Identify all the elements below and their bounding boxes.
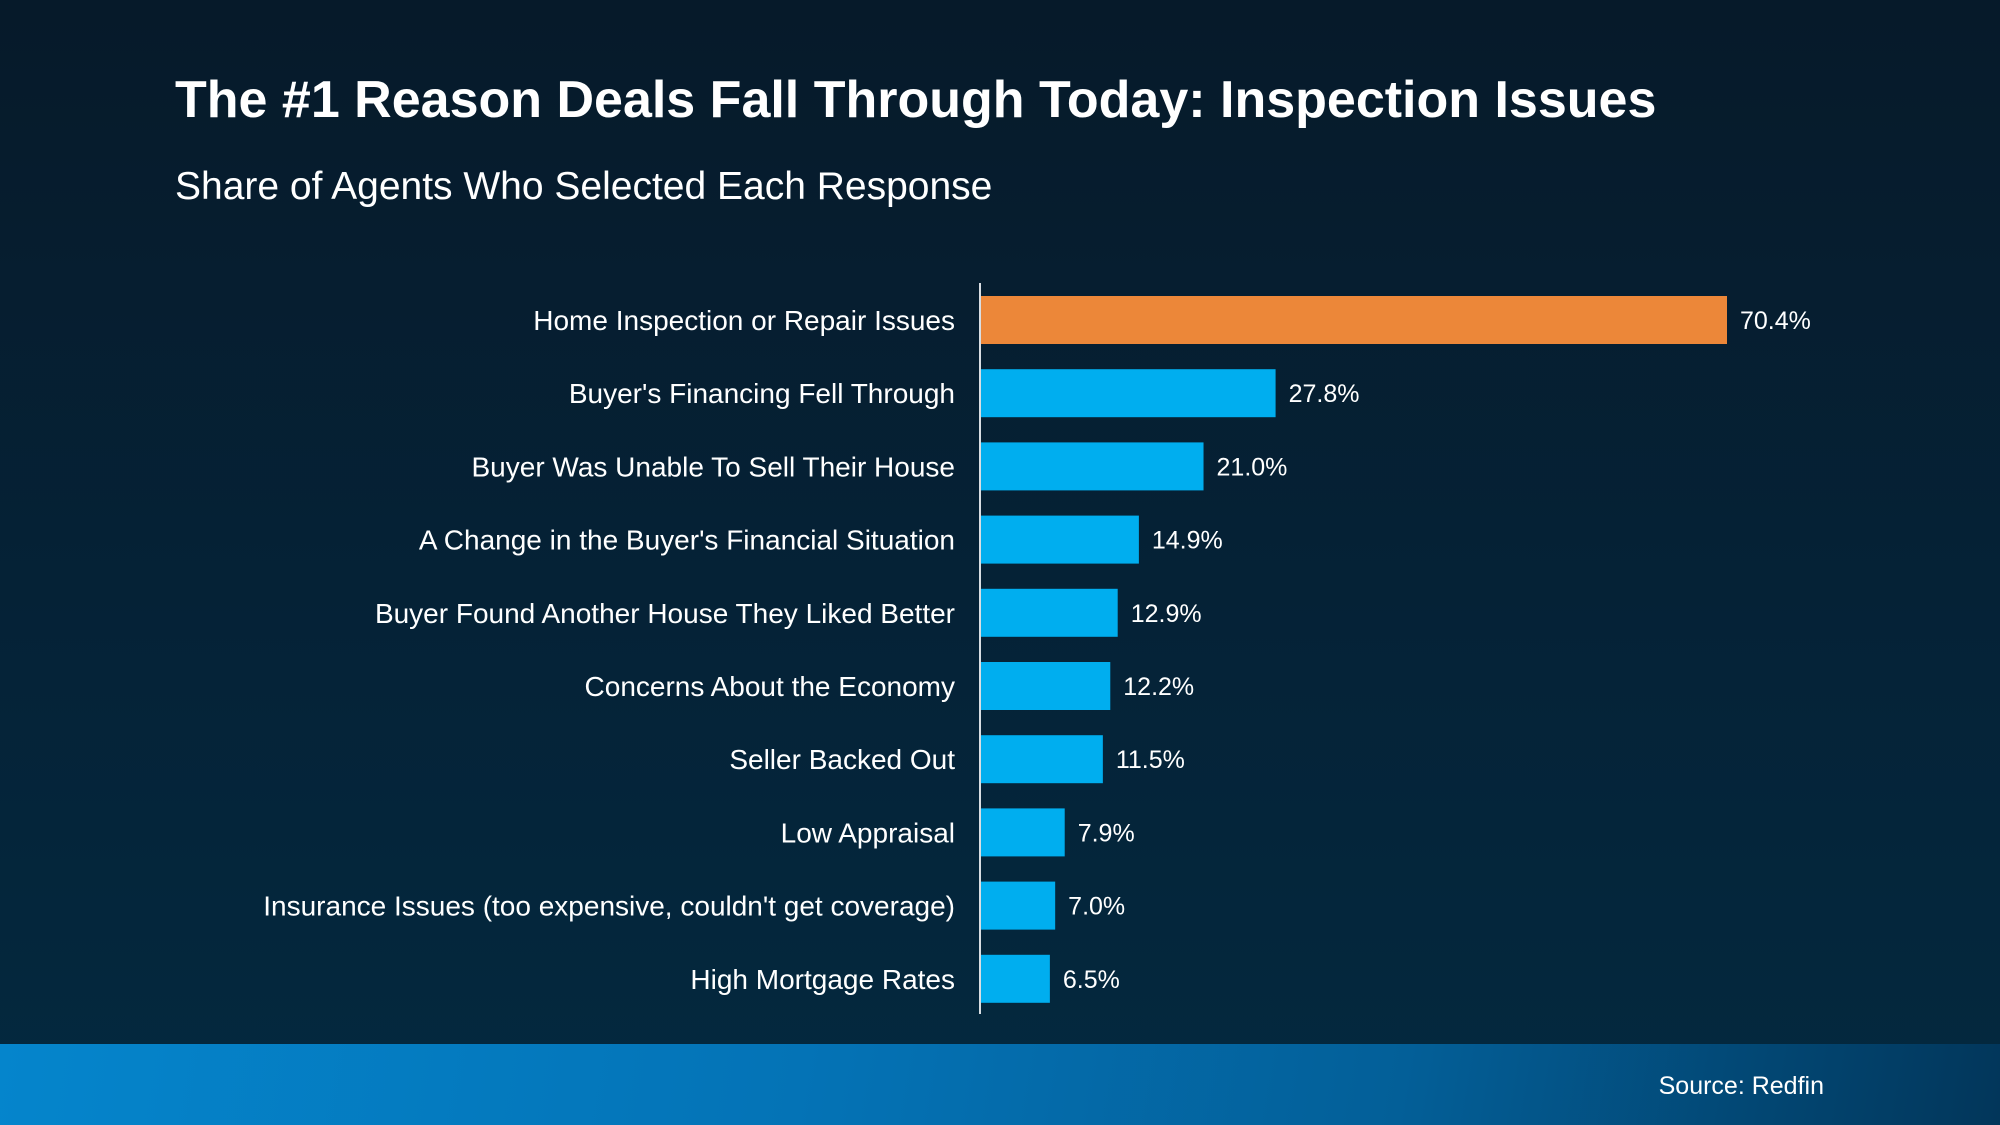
category-label: Low Appraisal — [781, 817, 955, 848]
value-label: 12.2% — [1123, 673, 1194, 701]
value-label: 7.9% — [1078, 819, 1135, 847]
bar — [981, 954, 1050, 1003]
bar — [981, 515, 1139, 564]
value-label: 27.8% — [1289, 380, 1360, 408]
value-label: 14.9% — [1152, 527, 1223, 555]
value-label: 12.9% — [1131, 600, 1202, 628]
category-label: Insurance Issues (too expensive, couldn'… — [263, 891, 955, 922]
value-label: 7.0% — [1068, 893, 1125, 921]
category-label: Buyer's Financing Fell Through — [569, 378, 955, 409]
chart-title: The #1 Reason Deals Fall Through Today: … — [175, 71, 1657, 129]
bar — [981, 296, 1727, 344]
category-label: Concerns About the Economy — [585, 671, 955, 702]
category-label: A Change in the Buyer's Financial Situat… — [419, 525, 955, 556]
value-label: 11.5% — [1116, 746, 1185, 774]
bar — [981, 735, 1103, 784]
value-label: 6.5% — [1063, 966, 1120, 994]
value-label: 21.0% — [1217, 453, 1288, 481]
footer-band: Source: Redfin — [0, 1044, 2000, 1125]
category-label: Buyer Found Another House They Liked Bet… — [375, 598, 955, 629]
bar — [981, 808, 1065, 857]
category-label: Buyer Was Unable To Sell Their House — [472, 451, 956, 482]
bar — [981, 369, 1276, 418]
category-label: Seller Backed Out — [729, 744, 955, 775]
chart-subtitle: Share of Agents Who Selected Each Respon… — [175, 165, 993, 208]
category-label: High Mortgage Rates — [690, 964, 955, 995]
bar — [981, 662, 1111, 710]
value-label: 70.4% — [1740, 307, 1811, 335]
bar — [981, 442, 1204, 491]
category-label: Home Inspection or Repair Issues — [533, 305, 955, 336]
source-label: Source: Redfin — [1658, 1072, 1824, 1100]
bar — [981, 881, 1056, 930]
bar — [981, 588, 1118, 637]
